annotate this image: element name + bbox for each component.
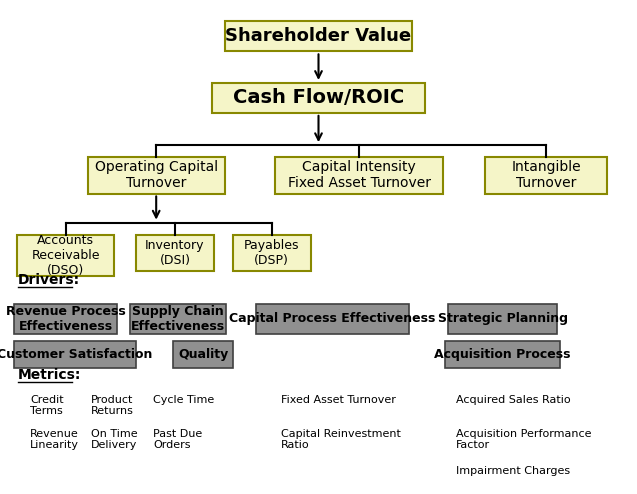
Text: Intangible
Turnover: Intangible Turnover [512, 160, 581, 191]
Text: Capital Intensity
Fixed Asset Turnover: Capital Intensity Fixed Asset Turnover [287, 160, 431, 191]
FancyBboxPatch shape [212, 83, 425, 113]
FancyBboxPatch shape [136, 235, 214, 271]
Text: Credit
Terms: Credit Terms [30, 395, 64, 416]
Text: Metrics:: Metrics: [18, 368, 81, 381]
Text: Acquired Sales Ratio: Acquired Sales Ratio [456, 395, 571, 405]
Text: Cash Flow/ROIC: Cash Flow/ROIC [233, 88, 404, 107]
Text: Shareholder Value: Shareholder Value [225, 27, 412, 45]
FancyBboxPatch shape [445, 341, 561, 368]
Text: Quality: Quality [178, 348, 228, 361]
Text: Customer Satisfaction: Customer Satisfaction [0, 348, 153, 361]
Text: Product
Returns: Product Returns [90, 395, 134, 416]
FancyBboxPatch shape [233, 235, 311, 271]
Text: Accounts
Receivable
(DSO): Accounts Receivable (DSO) [31, 234, 100, 277]
FancyBboxPatch shape [130, 304, 226, 333]
FancyBboxPatch shape [485, 157, 607, 194]
Text: Revenue
Linearity: Revenue Linearity [30, 428, 79, 450]
Text: Capital Process Effectiveness: Capital Process Effectiveness [229, 312, 436, 325]
Text: Acquisition Process: Acquisition Process [434, 348, 571, 361]
FancyBboxPatch shape [225, 21, 412, 51]
FancyBboxPatch shape [173, 341, 233, 368]
Text: Operating Capital
Turnover: Operating Capital Turnover [95, 160, 218, 191]
Text: Cycle Time: Cycle Time [153, 395, 214, 405]
Text: Strategic Planning: Strategic Planning [438, 312, 568, 325]
Text: Revenue Process
Effectiveness: Revenue Process Effectiveness [6, 305, 125, 332]
FancyBboxPatch shape [14, 304, 117, 333]
Text: Acquisition Performance
Factor: Acquisition Performance Factor [456, 428, 591, 450]
Text: Capital Reinvestment
Ratio: Capital Reinvestment Ratio [281, 428, 401, 450]
FancyBboxPatch shape [87, 157, 225, 194]
FancyBboxPatch shape [17, 235, 114, 276]
Text: Drivers:: Drivers: [18, 273, 80, 287]
FancyBboxPatch shape [14, 341, 136, 368]
Text: Supply Chain
Effectiveness: Supply Chain Effectiveness [131, 305, 225, 332]
Text: Fixed Asset Turnover: Fixed Asset Turnover [281, 395, 396, 405]
FancyBboxPatch shape [275, 157, 443, 194]
Text: On Time
Delivery: On Time Delivery [90, 428, 137, 450]
Text: Past Due
Orders: Past Due Orders [153, 428, 203, 450]
Text: Impairment Charges: Impairment Charges [456, 466, 570, 476]
FancyBboxPatch shape [448, 304, 557, 333]
Text: Payables
(DSP): Payables (DSP) [244, 239, 299, 267]
FancyBboxPatch shape [256, 304, 409, 333]
Text: Inventory
(DSI): Inventory (DSI) [145, 239, 204, 267]
